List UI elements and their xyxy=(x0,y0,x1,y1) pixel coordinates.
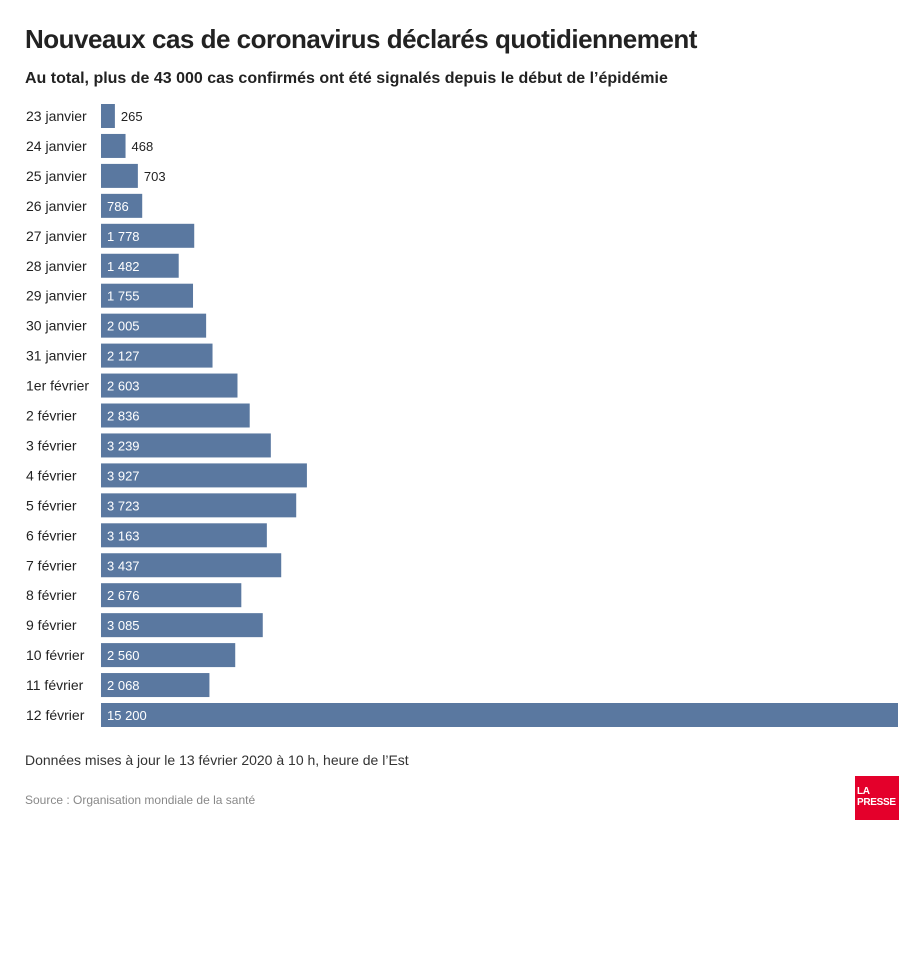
bar xyxy=(101,163,138,188)
value-label: 2 005 xyxy=(107,319,140,334)
update-note: Données mises à jour le 13 février 2020 … xyxy=(25,752,409,768)
bar xyxy=(101,433,271,458)
value-label: 1 778 xyxy=(107,229,140,244)
source-note: Source : Organisation mondiale de la san… xyxy=(25,793,256,807)
category-label: 30 janvier xyxy=(26,318,87,334)
category-label: 1er février xyxy=(26,378,89,394)
chart-subtitle: Au total, plus de 43 000 cas confirmés o… xyxy=(25,70,668,87)
logo-line-2: PRESSE xyxy=(857,797,896,808)
value-label: 2 676 xyxy=(107,588,140,603)
category-label: 9 février xyxy=(26,617,77,633)
value-label: 786 xyxy=(107,199,129,214)
value-label: 2 603 xyxy=(107,379,140,394)
category-label: 23 janvier xyxy=(26,108,87,124)
bar xyxy=(101,463,307,488)
value-label: 2 836 xyxy=(107,409,140,424)
category-label: 2 février xyxy=(26,408,77,424)
value-label: 2 560 xyxy=(107,648,140,663)
category-label: 4 février xyxy=(26,467,77,483)
bar xyxy=(101,523,267,548)
value-label: 265 xyxy=(121,109,143,124)
bar xyxy=(101,703,898,727)
value-label: 3 239 xyxy=(107,438,140,453)
value-label: 1 755 xyxy=(107,289,140,304)
value-label: 2 068 xyxy=(107,678,140,693)
value-label: 703 xyxy=(144,169,166,184)
category-label: 10 février xyxy=(26,647,85,663)
bar xyxy=(101,343,213,368)
category-label: 31 janvier xyxy=(26,348,87,364)
category-label: 24 janvier xyxy=(26,138,87,154)
category-label: 28 janvier xyxy=(26,258,87,274)
category-label: 3 février xyxy=(26,437,77,453)
value-label: 3 927 xyxy=(107,468,140,483)
bar xyxy=(101,553,282,578)
bar xyxy=(101,643,236,668)
category-label: 11 février xyxy=(26,677,84,693)
bar xyxy=(101,193,143,218)
bar xyxy=(101,253,179,278)
bar xyxy=(101,104,115,128)
value-label: 3 437 xyxy=(107,558,140,573)
bar xyxy=(101,403,250,428)
bar xyxy=(101,283,194,308)
category-label: 29 janvier xyxy=(26,288,87,304)
bar xyxy=(101,133,126,158)
value-label: 468 xyxy=(132,139,154,154)
bar xyxy=(101,493,297,518)
value-label: 2 127 xyxy=(107,349,140,364)
category-label: 8 février xyxy=(26,587,77,603)
category-label: 26 janvier xyxy=(26,198,87,214)
la-presse-logo: LA PRESSE xyxy=(855,776,899,820)
value-label: 1 482 xyxy=(107,259,140,274)
bar xyxy=(101,223,195,248)
category-label: 5 février xyxy=(26,497,77,513)
category-label: 12 février xyxy=(26,707,85,723)
value-label: 15 200 xyxy=(107,708,147,723)
category-label: 7 février xyxy=(26,557,77,573)
category-label: 25 janvier xyxy=(26,168,87,184)
bar xyxy=(101,373,238,398)
category-label: 6 février xyxy=(26,527,77,543)
category-label: 27 janvier xyxy=(26,228,87,244)
bar xyxy=(101,313,207,338)
bar-chart: 23 janvier 265 24 janvier 468 25 janvier 703 2… xyxy=(26,104,898,727)
value-label: 3 163 xyxy=(107,528,140,543)
value-label: 3 085 xyxy=(107,618,140,633)
logo-line-1: LA xyxy=(857,786,870,797)
chart-title: Nouveaux cas de coronavirus déclarés quo… xyxy=(25,24,697,54)
bar xyxy=(101,583,242,608)
value-label: 3 723 xyxy=(107,498,140,513)
bar xyxy=(101,673,210,698)
bar xyxy=(101,613,263,638)
